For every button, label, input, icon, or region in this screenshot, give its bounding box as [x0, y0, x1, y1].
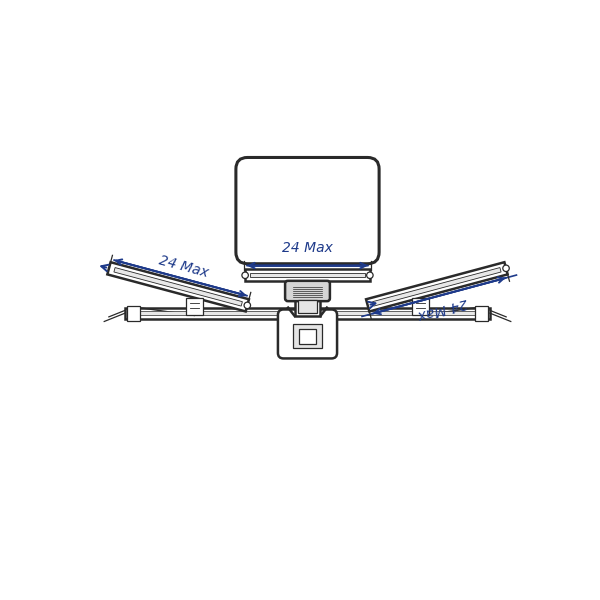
Bar [298, 300, 317, 313]
Polygon shape [125, 308, 490, 319]
Polygon shape [250, 273, 365, 277]
Circle shape [367, 272, 373, 278]
Circle shape [244, 302, 251, 308]
Text: 24 Max: 24 Max [157, 253, 210, 280]
Polygon shape [130, 311, 485, 315]
Bar [299, 329, 316, 344]
FancyBboxPatch shape [412, 298, 429, 316]
Polygon shape [114, 268, 242, 306]
Circle shape [503, 265, 509, 272]
Polygon shape [107, 262, 249, 311]
Polygon shape [373, 268, 501, 306]
Bar [475, 306, 488, 320]
Polygon shape [245, 269, 370, 281]
Text: 24 Max: 24 Max [282, 241, 333, 256]
FancyBboxPatch shape [278, 310, 337, 358]
Bar [295, 296, 320, 316]
FancyBboxPatch shape [236, 157, 379, 264]
FancyBboxPatch shape [186, 298, 203, 316]
Text: 24 Max: 24 Max [416, 295, 469, 322]
Bar [127, 306, 140, 320]
Polygon shape [366, 262, 508, 311]
Circle shape [242, 272, 248, 278]
FancyBboxPatch shape [285, 281, 330, 301]
Bar [293, 324, 322, 348]
